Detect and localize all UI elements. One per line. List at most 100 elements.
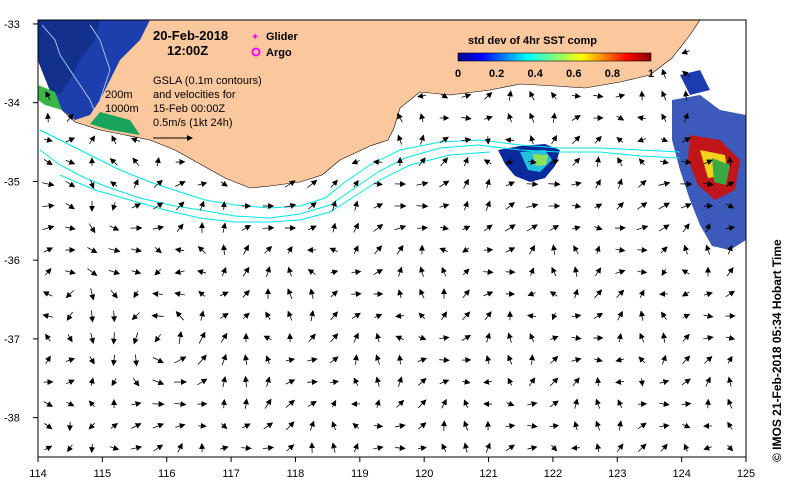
velocity-arrow	[108, 269, 121, 275]
velocity-arrow	[352, 179, 359, 188]
velocity-arrow	[375, 354, 381, 365]
velocity-arrow	[527, 445, 538, 452]
velocity-arrow	[287, 310, 293, 321]
velocity-arrow	[132, 332, 139, 345]
velocity-arrow	[660, 311, 667, 320]
velocity-arrow	[109, 225, 120, 231]
velocity-arrow	[242, 266, 250, 277]
velocity-arrow	[681, 70, 690, 77]
velocity-arrow	[638, 158, 646, 166]
velocity-arrow	[242, 312, 250, 320]
velocity-arrow	[418, 422, 427, 430]
velocity-arrow	[529, 90, 535, 101]
velocity-arrow	[507, 112, 514, 123]
velocity-arrow	[660, 136, 669, 143]
glider-marker-icon: ✦	[251, 32, 259, 43]
velocity-arrow	[174, 401, 187, 408]
velocity-arrow	[89, 135, 96, 145]
velocity-arrow	[285, 357, 296, 364]
velocity-arrow	[485, 355, 492, 365]
velocity-arrow	[416, 203, 429, 210]
velocity-arrow	[638, 378, 645, 387]
velocity-arrow	[505, 158, 514, 165]
velocity-arrow	[372, 159, 383, 166]
velocity-arrow	[108, 247, 121, 254]
glider-label: Glider	[266, 31, 299, 43]
x-tick-label: 122	[544, 468, 562, 480]
velocity-arrow	[373, 422, 384, 429]
velocity-arrow	[571, 114, 581, 121]
velocity-arrow	[595, 267, 602, 277]
velocity-arrow	[42, 291, 53, 297]
velocity-arrow	[221, 266, 227, 277]
velocity-arrow	[483, 224, 493, 232]
velocity-arrow	[88, 223, 96, 234]
velocity-arrow	[329, 356, 339, 364]
y-tick-label: -36	[4, 255, 20, 267]
velocity-arrow	[353, 442, 359, 453]
velocity-arrow	[594, 156, 601, 167]
velocity-arrow	[221, 244, 227, 255]
velocity-arrow	[658, 202, 671, 210]
velocity-arrow	[638, 289, 645, 298]
velocity-arrow	[262, 224, 275, 231]
velocity-arrow	[221, 353, 228, 366]
velocity-arrow	[703, 444, 712, 451]
velocity-arrow	[527, 313, 537, 320]
velocity-arrow	[152, 379, 165, 386]
x-tick-label: 121	[479, 468, 497, 480]
desc-line-3: 15-Feb 00:00Z	[153, 103, 225, 115]
velocity-arrow	[42, 313, 53, 319]
velocity-arrow	[506, 400, 515, 407]
velocity-arrow	[45, 112, 52, 123]
velocity-arrow	[681, 290, 690, 297]
velocity-arrow	[65, 379, 75, 385]
velocity-arrow	[66, 311, 73, 321]
velocity-arrow	[615, 246, 626, 253]
velocity-arrow	[527, 401, 538, 408]
velocity-arrow	[483, 268, 494, 275]
velocity-arrow	[682, 223, 690, 233]
velocity-arrow	[594, 203, 603, 210]
velocity-arrow	[616, 136, 624, 144]
velocity-arrow	[528, 267, 535, 276]
velocity-arrow	[571, 92, 582, 99]
velocity-arrow	[308, 333, 316, 342]
velocity-arrow	[726, 444, 734, 452]
velocity-arrow	[616, 289, 625, 298]
velocity-arrow	[133, 290, 140, 299]
velocity-arrow	[661, 90, 667, 101]
velocity-arrow	[417, 445, 427, 452]
velocity-arrow	[615, 93, 626, 100]
velocity-arrow	[682, 422, 691, 429]
x-tick-label: 117	[222, 468, 240, 480]
velocity-arrow	[439, 224, 449, 231]
velocity-arrow	[551, 134, 558, 145]
y-axis: -33 -34 -35 -36 -37 -38	[4, 19, 38, 425]
map-frame	[37, 19, 747, 458]
velocity-arrow	[594, 289, 603, 299]
colorbar-tick-label: 0.4	[528, 68, 544, 80]
velocity-arrow	[636, 224, 649, 231]
velocity-arrow	[309, 288, 315, 299]
velocity-arrow	[89, 288, 96, 301]
x-tick-label: 116	[158, 468, 176, 480]
velocity-arrow	[265, 266, 271, 278]
x-tick-label: 114	[29, 468, 47, 480]
bathymetry-1000m	[39, 144, 681, 219]
velocity-arrow	[681, 401, 692, 408]
velocity-arrow	[462, 246, 470, 253]
velocity-arrow	[637, 422, 647, 430]
bathy-label-1000m: 1000m	[105, 103, 139, 115]
velocity-arrow	[177, 442, 183, 453]
velocity-arrow	[199, 200, 205, 211]
velocity-arrow	[485, 332, 491, 343]
velocity-arrow	[527, 290, 536, 297]
velocity-arrow	[174, 269, 185, 275]
velocity-arrow	[463, 399, 470, 408]
velocity-arrow	[130, 445, 143, 451]
velocity-arrow	[130, 247, 142, 253]
velocity-arrow	[397, 266, 403, 277]
velocity-arrow	[615, 269, 626, 275]
velocity-arrow	[617, 157, 623, 167]
